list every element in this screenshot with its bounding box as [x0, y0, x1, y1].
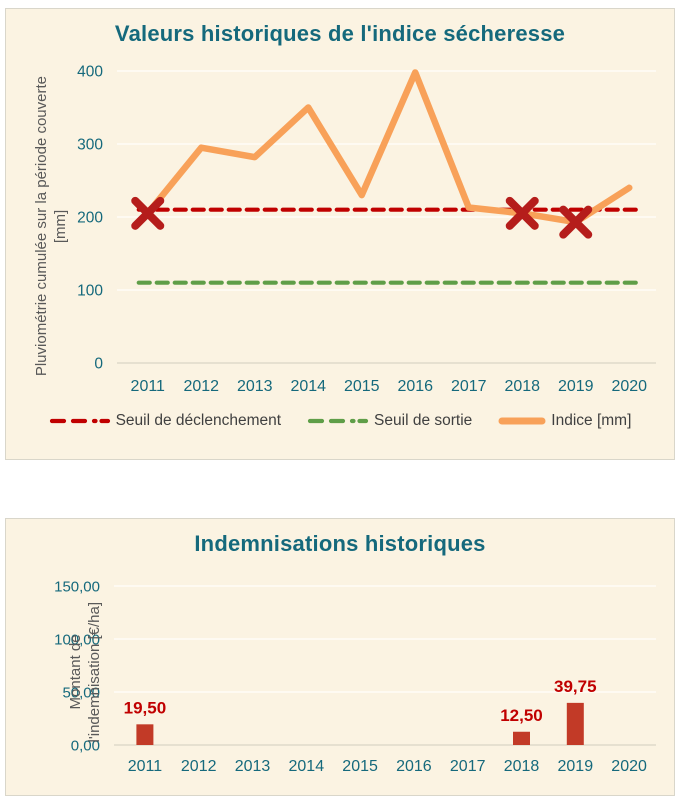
- indice-line-sample: [498, 417, 546, 425]
- chart1-title: Valeurs historiques de l'indice sécheres…: [114, 21, 566, 46]
- bar-value-label-2018: 12,50: [500, 706, 543, 725]
- y-tick-label: 100,00: [54, 632, 100, 649]
- x-tick-label-2012: 2012: [181, 758, 217, 775]
- legend-item-seuil-sortie: Seuil de sortie: [307, 412, 472, 430]
- y-tick-label: 100: [77, 283, 103, 300]
- drought-index-line-chart: 0 100 200 300 400 2011 2012 2013 2014 2015 2016 201…: [77, 64, 656, 395]
- y-tick-label: 150,00: [54, 579, 100, 596]
- legend-item-indice: Indice [mm]: [498, 412, 631, 430]
- y-tick-label: 300: [77, 137, 103, 154]
- x-tick-label-2020: 2020: [611, 378, 647, 395]
- y-tick-label: 0,00: [71, 738, 100, 755]
- x-tick-label-2019: 2019: [558, 758, 594, 775]
- chart2-y-axis-title: Montant de l'indemnisation [€/ha]: [66, 583, 104, 761]
- indemnisation-chart-panel[interactable]: Indemnisations historiques Montant de l'…: [5, 518, 675, 796]
- bar-2011: [136, 724, 154, 745]
- x-tick-label-2011: 2011: [131, 378, 166, 395]
- y-tick-label: 50,00: [62, 685, 100, 702]
- chart2-title: Indemnisations historiques: [194, 531, 486, 556]
- x-tick-label-2016: 2016: [396, 758, 432, 775]
- trigger-marker-2018: [505, 196, 539, 230]
- x-tick-label-2017: 2017: [450, 758, 486, 775]
- chart1-y-axis-title-line1: Pluviométrie cumulée sur la période couv…: [33, 75, 50, 377]
- x-tick-label-2018: 2018: [504, 378, 540, 395]
- y-tick-label: 0: [94, 356, 103, 373]
- bar-value-label-2011: 19,50: [124, 698, 167, 717]
- seuil-declenchement-dash-sample: [49, 418, 110, 424]
- drought-index-chart-panel[interactable]: Valeurs historiques de l'indice sécheres…: [5, 8, 675, 460]
- x-tick-label-2013: 2013: [237, 378, 273, 395]
- indice-series-line: [144, 69, 633, 226]
- y-tick-label: 200: [77, 210, 103, 227]
- x-tick-label-2015: 2015: [342, 758, 378, 775]
- x-tick-label-2014: 2014: [290, 378, 326, 395]
- x-tick-label-2018: 2018: [504, 758, 540, 775]
- x-tick-label-2012: 2012: [183, 378, 219, 395]
- chart2-y-axis-title-line1: Montant de: [67, 634, 84, 710]
- trigger-marker-2019: [559, 205, 593, 239]
- x-tick-label-2019: 2019: [558, 378, 594, 395]
- bar-2018: [513, 731, 530, 745]
- trigger-marker-2011: [131, 196, 165, 230]
- bar-value-label-2019: 39,75: [554, 677, 597, 696]
- chart1-y-axis-title-line2: [mm]: [52, 209, 69, 243]
- x-tick-label-2014: 2014: [289, 758, 325, 775]
- x-tick-label-2020: 2020: [611, 758, 647, 775]
- legend-label-seuil-declenchement: Seuil de déclenchement: [115, 412, 282, 429]
- chart1-legend: Seuil de déclenchement Seuil de sortie I…: [6, 405, 674, 437]
- chart1-y-axis-title: Pluviométrie cumulée sur la période couv…: [32, 61, 70, 391]
- x-tick-label-2015: 2015: [344, 378, 380, 395]
- legend-item-seuil-declenchement: Seuil de déclenchement: [49, 412, 281, 430]
- x-tick-label-2017: 2017: [451, 378, 487, 395]
- x-tick-label-2013: 2013: [235, 758, 271, 775]
- legend-label-seuil-sortie: Seuil de sortie: [374, 412, 473, 429]
- legend-label-indice: Indice [mm]: [551, 412, 632, 429]
- y-tick-label: 400: [77, 64, 103, 81]
- indemnisation-bar-chart: 0,00 50,00 100,00 150,00 2011 2012 2013 2014 201…: [54, 579, 656, 775]
- chart2-y-axis-title-line2: l'indemnisation [€/ha]: [86, 601, 103, 743]
- seuil-sortie-dash-sample: [307, 418, 369, 424]
- bar-2019: [566, 702, 584, 745]
- x-tick-label-2016: 2016: [397, 378, 433, 395]
- x-tick-label-2011: 2011: [128, 758, 163, 775]
